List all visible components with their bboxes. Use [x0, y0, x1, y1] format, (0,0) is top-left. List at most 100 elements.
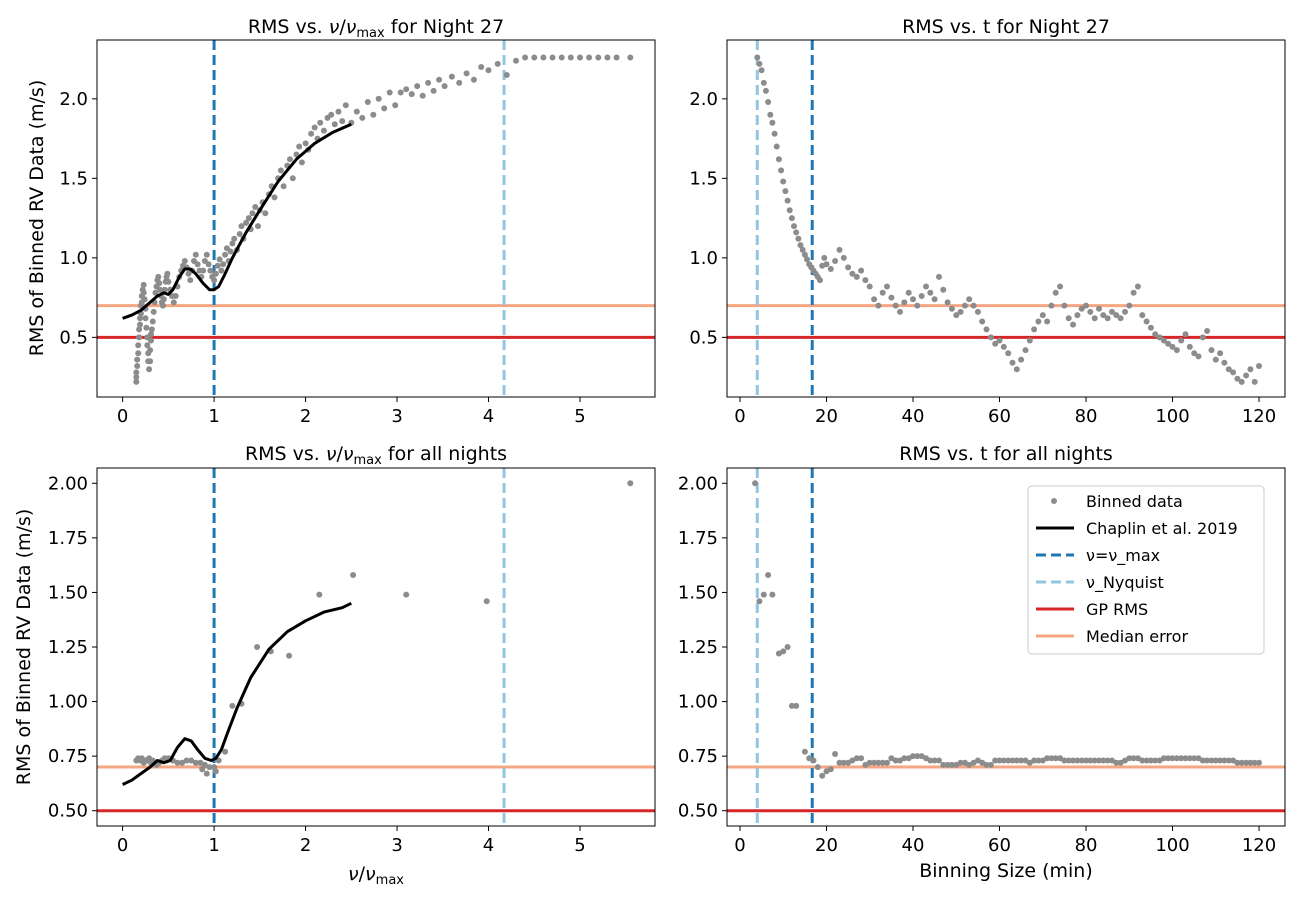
data-point [298, 159, 305, 166]
data-point [134, 363, 141, 369]
data-point [784, 197, 791, 204]
data-point [836, 759, 843, 766]
data-point [1178, 337, 1185, 344]
panel-marks [727, 40, 1285, 397]
plot-frame [726, 39, 1286, 398]
data-point [754, 54, 761, 61]
data-point [586, 54, 593, 61]
data-point [483, 598, 490, 605]
data-point [1083, 757, 1089, 764]
data-point [255, 223, 261, 230]
data-point [1005, 350, 1012, 357]
data-point [1225, 757, 1232, 764]
data-point [1130, 289, 1137, 296]
data-point [172, 293, 179, 299]
data-point [161, 286, 168, 293]
data-point [1251, 378, 1258, 385]
data-point [858, 755, 865, 762]
data-point [780, 178, 787, 185]
data-point [1031, 326, 1038, 333]
data-point [1173, 347, 1180, 354]
data-point [791, 223, 797, 230]
data-point [436, 76, 443, 83]
data-point [136, 334, 143, 341]
data-point [866, 283, 873, 290]
data-point [1143, 757, 1150, 764]
data-point [760, 591, 767, 598]
data-point [1191, 350, 1198, 357]
data-point [595, 54, 602, 61]
data-point [970, 302, 977, 309]
data-point [199, 766, 206, 773]
axis-ticks: 0 20 40 60 80 100 120 0.50 0.75 1.00 1.25 1.50 1.75 2… [678, 473, 1276, 856]
data-point [996, 337, 1003, 344]
data-point [1044, 318, 1051, 325]
data-point [604, 54, 611, 61]
y-tick-label: 2.0 [59, 89, 88, 110]
data-point [188, 757, 195, 764]
data-point [901, 299, 908, 306]
data-point [892, 757, 899, 764]
data-point [836, 246, 843, 253]
y-tick-label: 1.00 [48, 692, 88, 713]
data-point [771, 130, 778, 137]
data-point [1178, 755, 1185, 762]
x-tick-label: 3 [391, 406, 402, 427]
data-point [627, 54, 634, 61]
data-point [1113, 312, 1120, 319]
x-tick-label: 40 [902, 406, 925, 427]
x-tick-label: 0 [117, 406, 128, 427]
data-point [1182, 331, 1189, 338]
y-tick-label: 0.75 [678, 746, 718, 767]
data-point [897, 308, 903, 315]
data-point [220, 261, 227, 268]
data-point [780, 648, 787, 655]
data-point [936, 757, 942, 764]
data-point [1096, 757, 1102, 764]
data-point [1191, 755, 1198, 762]
x-axis-label: ν/νmax [348, 863, 404, 888]
y-tick-label: 0.5 [689, 327, 718, 348]
y-tick-label: 2.0 [689, 89, 718, 110]
y-axis-label: RMS of Binned RV Data (m/s) [26, 80, 48, 356]
data-point [823, 261, 830, 268]
data-point [1212, 356, 1219, 363]
data-point [948, 761, 955, 768]
data-point [214, 262, 221, 269]
data-point [1087, 308, 1094, 315]
data-point [1251, 759, 1258, 766]
data-point [392, 102, 399, 109]
data-point [1078, 305, 1085, 312]
data-point [940, 286, 947, 293]
x-tick-label: 120 [1242, 835, 1276, 856]
data-point [1186, 343, 1193, 350]
data-point [983, 761, 990, 768]
data-point [1199, 757, 1206, 764]
data-point [317, 119, 324, 126]
data-point [1018, 757, 1025, 764]
legend-label: Binned data [1086, 492, 1183, 511]
data-point [1160, 755, 1167, 762]
data-point [884, 283, 890, 290]
data-point [311, 124, 318, 131]
data-point [1204, 757, 1211, 764]
data-point [1013, 757, 1020, 764]
data-point [1204, 328, 1211, 334]
data-point [236, 231, 243, 237]
data-point [1221, 359, 1228, 366]
data-point [782, 188, 789, 195]
data-point [801, 748, 808, 755]
data-point [1238, 759, 1245, 766]
legend-entry-nyquist: ν_Nyquist [1036, 573, 1164, 593]
data-point [296, 143, 303, 150]
axis-ticks: 0 1 2 3 4 5 0.50 0.75 1.00 1.25 1.50 1.75 2.00 [48, 473, 586, 856]
data-point [1005, 757, 1012, 764]
data-point [788, 215, 795, 222]
data-point [1256, 363, 1262, 369]
data-point [840, 759, 847, 766]
data-point [756, 598, 763, 605]
data-point [957, 308, 964, 315]
legend-entry-chaplin-model: Chaplin et al. 2019 [1036, 519, 1238, 538]
panel-marks [727, 468, 1285, 826]
data-point [216, 256, 223, 263]
